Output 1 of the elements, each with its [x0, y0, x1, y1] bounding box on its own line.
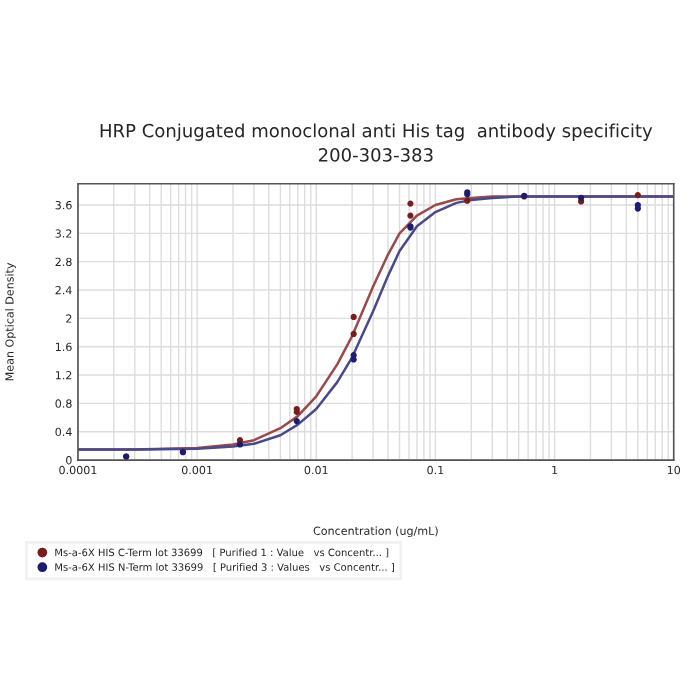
chart-title: HRP Conjugated monoclonal anti His tag antibody specificity 200-303-383 [100, 123, 653, 162]
